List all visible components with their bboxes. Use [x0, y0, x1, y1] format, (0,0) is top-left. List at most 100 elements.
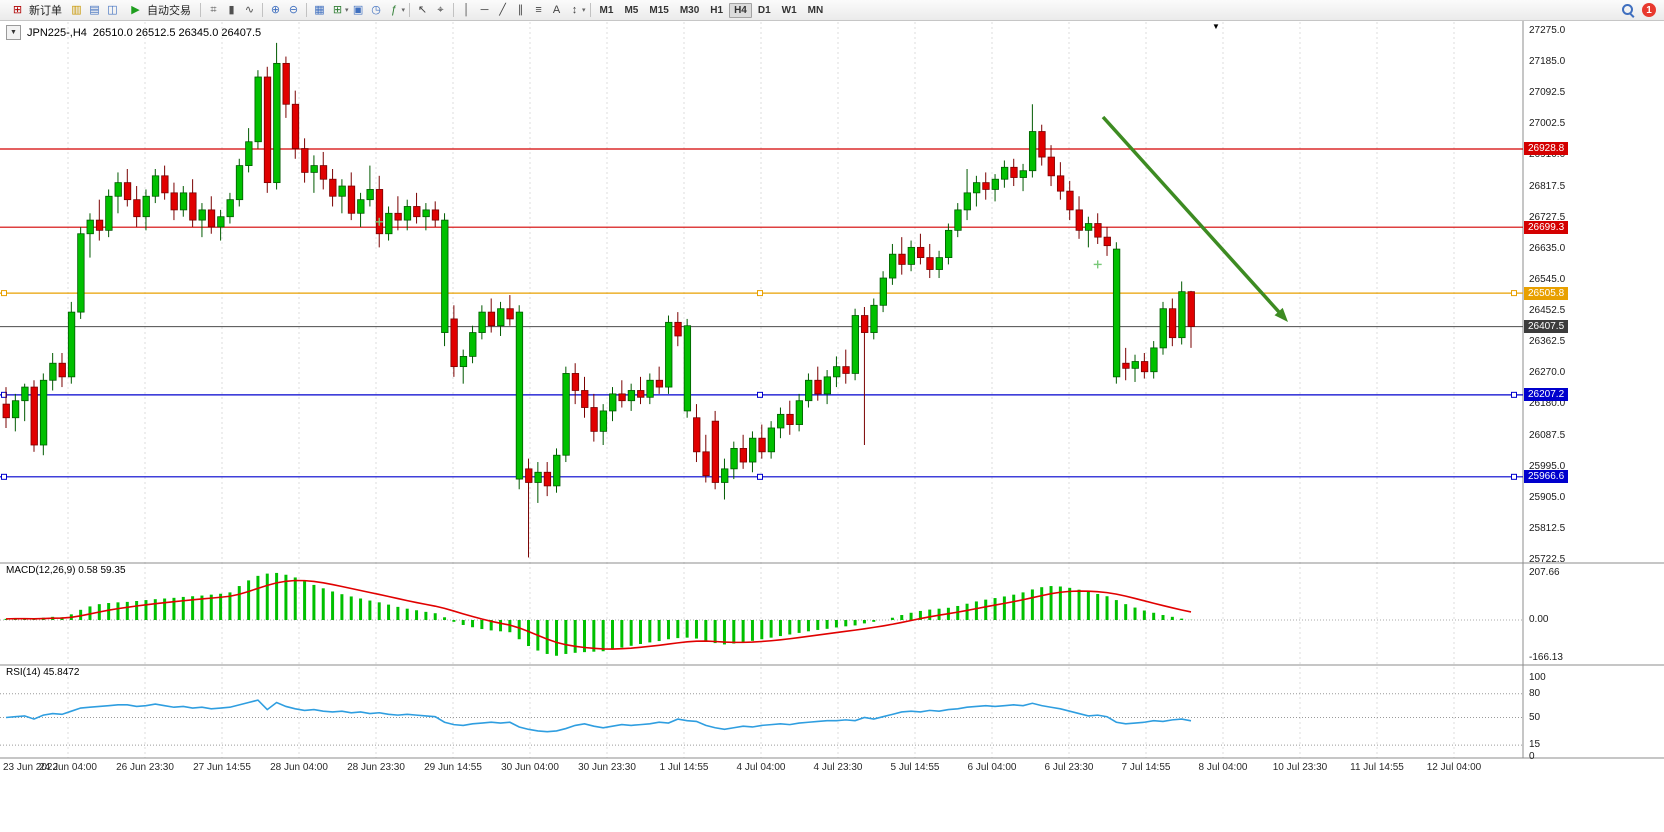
candle-body — [851, 315, 859, 374]
dropdown-caret-icon[interactable]: ▾ — [345, 7, 349, 14]
candlestick-series[interactable] — [2, 42, 1195, 558]
candle-body — [375, 189, 384, 235]
new-chart-icon[interactable]: ⊞ — [332, 4, 343, 16]
pivot-line-handle[interactable] — [1511, 290, 1517, 297]
candle-body — [618, 393, 626, 402]
candle-body — [282, 62, 290, 105]
timeframe-button-MN[interactable]: MN — [807, 4, 824, 16]
channel-icon[interactable]: ∥ — [517, 4, 524, 16]
clock-icon[interactable]: ◷ — [371, 4, 381, 16]
arrows-icon[interactable]: ↕ — [571, 4, 578, 16]
candle-body — [450, 318, 458, 368]
timeframe-button-M30[interactable]: M30 — [679, 4, 700, 16]
line-chart-icon[interactable]: ∿ — [244, 4, 255, 16]
profiles-icon[interactable]: ▣ — [352, 4, 364, 16]
candle-body — [1168, 308, 1177, 339]
charts-grid-icon[interactable]: ▥ — [71, 4, 82, 16]
candle-body — [609, 393, 617, 412]
candle-body — [226, 199, 234, 218]
horizontal-line-icon[interactable]: ─ — [480, 4, 489, 16]
timeframe-bar: M1 M5 M15 M30 H1 H4 D1 W1 MN — [595, 2, 829, 18]
timeframe-button-H4[interactable]: H4 — [729, 2, 752, 18]
support-line-2-handle[interactable] — [1, 473, 7, 480]
candle-body — [534, 471, 542, 483]
candle-body — [571, 373, 580, 391]
candle-body — [637, 390, 645, 398]
candle-body — [431, 209, 440, 221]
timeframe-button-M1[interactable]: M1 — [599, 4, 614, 16]
candle-body — [207, 209, 216, 228]
candle-body — [1187, 291, 1195, 327]
timeframe-button-M15[interactable]: M15 — [649, 4, 669, 16]
bar-chart-icon[interactable]: ⌗ — [210, 4, 217, 16]
market-watch-icon[interactable]: ▤ — [89, 4, 100, 16]
candle-body — [935, 257, 943, 270]
candle-body — [105, 195, 113, 231]
candle-body — [319, 165, 328, 180]
support-line-2-handle[interactable] — [1511, 473, 1517, 480]
candle-body — [1038, 131, 1046, 158]
candle-body — [1122, 362, 1130, 369]
candle-body — [273, 62, 281, 184]
candle-body — [814, 379, 822, 395]
candle-body — [1103, 236, 1111, 247]
candle-body — [123, 182, 132, 201]
navigator-icon[interactable]: ◫ — [107, 4, 118, 16]
candle-body — [833, 366, 841, 378]
search-icon[interactable] — [1621, 3, 1635, 17]
candle-body — [599, 410, 608, 432]
candle-body — [581, 390, 589, 408]
fibonacci-icon[interactable]: ≡ — [535, 4, 542, 16]
timeframe-button-H1[interactable]: H1 — [710, 4, 724, 16]
pivot-line-handle[interactable] — [1, 290, 7, 297]
candle-body — [95, 219, 104, 231]
dropdown-caret-icon[interactable]: ▾ — [582, 7, 586, 14]
candle-body — [1140, 361, 1149, 373]
dropdown-caret-icon[interactable]: ▾ — [401, 7, 406, 14]
timeframe-button-D1[interactable]: D1 — [757, 4, 771, 16]
candle-body — [1028, 131, 1037, 172]
candle-body — [795, 400, 804, 425]
trendline-icon[interactable]: ╱ — [499, 4, 506, 16]
new-order-button[interactable]: ⊞ 新订单 — [4, 1, 67, 19]
candle-body — [991, 178, 999, 190]
candle-body — [842, 366, 850, 374]
auto-trading-button[interactable]: ▶ 自动交易 — [122, 1, 196, 19]
zoom-out-icon[interactable]: ⊖ — [288, 4, 299, 16]
timeframe-button-M5[interactable]: M5 — [624, 4, 639, 16]
toolbar-separator — [306, 3, 307, 17]
candle-body — [907, 246, 915, 265]
timeframe-button-W1[interactable]: W1 — [781, 4, 797, 16]
trend-arrow[interactable] — [1101, 115, 1286, 319]
support-line-1-handle[interactable] — [757, 391, 763, 398]
candle-body — [1000, 166, 1009, 180]
candle-body — [655, 379, 664, 388]
candle-body — [805, 379, 813, 402]
candlestick-chart-icon[interactable]: ▮ — [228, 4, 235, 16]
vertical-line-icon[interactable]: │ — [463, 4, 470, 16]
candle-body — [674, 321, 682, 337]
cursor-icon[interactable]: ↖ — [417, 4, 428, 16]
candle-body — [627, 390, 636, 402]
candle-body — [67, 311, 76, 378]
pivot-line-handle[interactable] — [757, 290, 763, 297]
indicators-icon[interactable]: ƒ — [390, 4, 398, 16]
candle-body — [394, 212, 402, 221]
candle-body — [562, 373, 570, 456]
tile-windows-icon[interactable]: ▦ — [314, 4, 325, 16]
support-line-2-handle[interactable] — [757, 473, 763, 480]
candle-body — [590, 407, 598, 432]
candle-body — [142, 195, 150, 218]
candle-body — [553, 454, 561, 487]
candle-body — [972, 182, 981, 194]
crosshair-icon[interactable]: ⌖ — [437, 4, 444, 16]
text-icon[interactable]: A — [552, 4, 561, 16]
candle-body — [861, 315, 869, 333]
zoom-in-icon[interactable]: ⊕ — [270, 4, 281, 16]
support-line-1-handle[interactable] — [1511, 391, 1517, 398]
candle-body — [646, 379, 654, 398]
macd-histogram — [4, 572, 1193, 656]
notification-badge[interactable]: 1 — [1642, 3, 1656, 17]
